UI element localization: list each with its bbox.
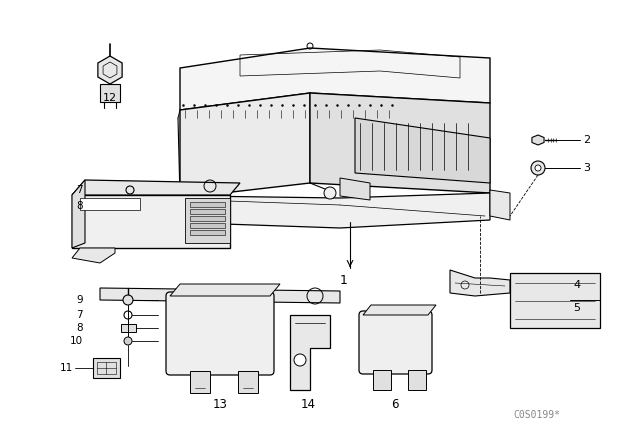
- FancyBboxPatch shape: [359, 311, 432, 374]
- Polygon shape: [155, 190, 180, 222]
- Polygon shape: [340, 178, 370, 200]
- Text: 7: 7: [76, 185, 83, 195]
- Polygon shape: [100, 288, 340, 303]
- Polygon shape: [100, 84, 120, 102]
- Text: 11: 11: [60, 363, 73, 373]
- Polygon shape: [532, 135, 544, 145]
- Text: 12: 12: [103, 93, 117, 103]
- Bar: [97, 362, 116, 374]
- Bar: [190, 223, 225, 228]
- Polygon shape: [72, 195, 230, 248]
- Circle shape: [123, 295, 133, 305]
- Circle shape: [124, 337, 132, 345]
- Text: 3: 3: [583, 163, 590, 173]
- Polygon shape: [510, 273, 600, 328]
- Bar: [238, 371, 258, 393]
- Bar: [190, 216, 225, 221]
- Text: 14: 14: [301, 398, 316, 411]
- Text: 5: 5: [573, 303, 580, 313]
- Bar: [121, 324, 136, 332]
- Circle shape: [324, 187, 336, 199]
- Polygon shape: [180, 48, 490, 110]
- Text: 4: 4: [573, 280, 580, 290]
- Polygon shape: [180, 93, 310, 198]
- Text: 8: 8: [76, 201, 83, 211]
- Text: 8: 8: [76, 323, 83, 333]
- Bar: [125, 203, 141, 209]
- Text: C0S0199*: C0S0199*: [513, 410, 560, 420]
- Text: 6: 6: [391, 398, 399, 411]
- Bar: [373, 370, 391, 390]
- Bar: [190, 202, 225, 207]
- Polygon shape: [72, 180, 85, 248]
- Polygon shape: [490, 190, 510, 220]
- Polygon shape: [98, 56, 122, 84]
- Text: 13: 13: [212, 398, 227, 411]
- Polygon shape: [93, 358, 120, 378]
- Polygon shape: [72, 180, 240, 195]
- Bar: [190, 371, 210, 393]
- Polygon shape: [355, 118, 490, 183]
- Polygon shape: [310, 93, 490, 193]
- Polygon shape: [290, 315, 330, 390]
- Polygon shape: [450, 270, 510, 296]
- Text: 7: 7: [76, 310, 83, 320]
- Bar: [80, 198, 140, 210]
- Polygon shape: [170, 284, 280, 296]
- Circle shape: [531, 161, 545, 175]
- Text: 1: 1: [340, 273, 348, 287]
- Bar: [190, 209, 225, 214]
- Text: 10: 10: [70, 336, 83, 346]
- Text: 9: 9: [76, 295, 83, 305]
- Polygon shape: [72, 248, 115, 263]
- Polygon shape: [195, 193, 490, 228]
- Polygon shape: [185, 198, 230, 243]
- Text: 2: 2: [583, 135, 590, 145]
- FancyBboxPatch shape: [166, 292, 274, 375]
- Circle shape: [535, 165, 541, 171]
- Bar: [190, 230, 225, 235]
- Bar: [408, 370, 426, 390]
- Polygon shape: [363, 305, 436, 315]
- Circle shape: [294, 354, 306, 366]
